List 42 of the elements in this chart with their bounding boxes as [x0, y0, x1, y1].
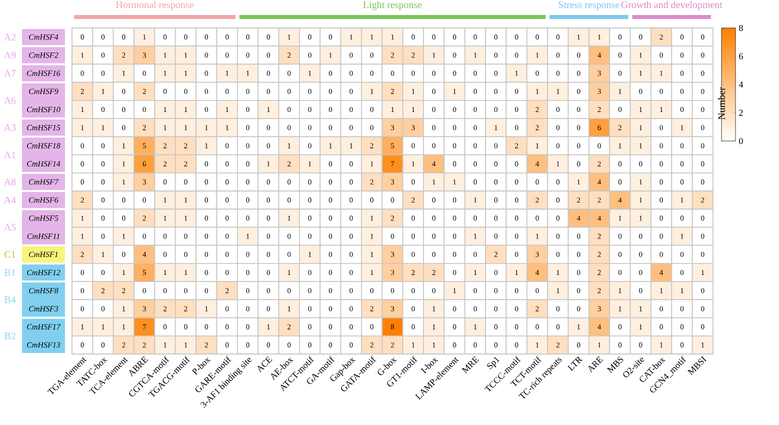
y-tick-label: CmHSF9	[29, 88, 58, 94]
text: A8	[4, 178, 16, 186]
color-bar-label: 6	[739, 53, 743, 60]
y-tick-label: CmHSF17	[27, 324, 61, 330]
text: A6	[4, 97, 16, 104]
y-tick-label: CmHSF13	[27, 342, 60, 348]
text: Hormonal response	[116, 1, 194, 10]
text: A3	[4, 124, 16, 131]
text: B4	[4, 296, 16, 303]
text: Stress response	[558, 1, 620, 10]
y-tick-label: CmHSF7	[29, 179, 59, 185]
y-tick-label: CmHSF12	[27, 270, 60, 276]
text: A9	[4, 52, 16, 59]
text: A1	[4, 151, 16, 158]
text: A2	[4, 34, 16, 40]
text: Light response	[363, 1, 422, 10]
y-tick-label: CmHSF2	[29, 52, 58, 58]
y-tick-label: CmHSF6	[29, 197, 58, 203]
y-tick-label: CmHSF14	[27, 161, 60, 167]
color-bar-label: 8	[739, 24, 743, 32]
color-bar-label: 2	[739, 110, 743, 116]
text: Growth and development	[621, 1, 722, 10]
text: C1	[4, 251, 16, 258]
text: A5	[4, 224, 16, 231]
y-tick-label: CmHSF1	[29, 252, 58, 258]
text: B2	[4, 332, 16, 340]
color-bar-title: Number	[718, 87, 726, 120]
text: A7	[4, 70, 16, 77]
color-bar-label: 4	[738, 82, 744, 88]
y-tick-label: CmHSF16	[27, 70, 60, 76]
text: A4	[4, 196, 16, 204]
y-tick-label: CmHSF5	[29, 215, 58, 221]
y-tick-label: CmHSF4	[29, 34, 58, 40]
color-bar-label: 0	[739, 138, 743, 144]
y-tick-label: CmHSF18	[27, 143, 60, 148]
y-tick-label: CmHSF11	[27, 234, 60, 239]
y-tick-label: CmHSF3	[29, 306, 58, 312]
y-tick-label: CmHSF15	[27, 124, 60, 130]
y-tick-label: CmHSF8	[29, 288, 58, 294]
y-tick-label: CmHSF10	[27, 106, 60, 112]
x-tick-label: LTR	[567, 357, 583, 372]
text: B1	[4, 269, 16, 276]
